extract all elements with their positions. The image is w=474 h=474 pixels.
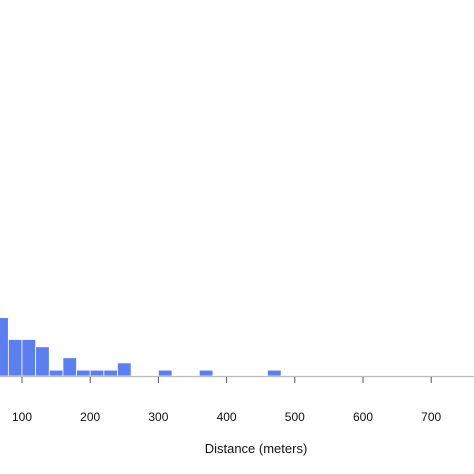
histogram-bar-7 [89, 369, 105, 377]
histogram-bar-12 [267, 369, 282, 377]
histogram-bar-0 [0, 317, 9, 377]
x-axis-ticks: 100 200 300 400 500 600 700 [12, 377, 442, 424]
histogram-bar-6 [76, 369, 91, 377]
histogram-bar-1 [7, 339, 23, 377]
x-tick-label-4: 500 [285, 410, 305, 424]
histogram-bar-4 [48, 369, 64, 377]
histogram-bar-9 [117, 362, 132, 377]
histogram-bar-2 [21, 339, 37, 377]
histogram-bar-5 [62, 357, 77, 377]
histogram-bars [0, 317, 282, 377]
x-tick-label-6: 700 [421, 410, 441, 424]
histogram-bar-8 [103, 369, 118, 377]
x-tick-label-1: 200 [80, 410, 100, 424]
x-tick-label-3: 400 [217, 410, 237, 424]
histogram-bar-10 [157, 369, 173, 377]
x-tick-label-0: 100 [12, 410, 32, 424]
histogram-bar-3 [35, 346, 50, 377]
x-tick-label-5: 600 [353, 410, 373, 424]
histogram-bar-11 [198, 369, 214, 377]
x-tick-label-2: 300 [148, 410, 168, 424]
x-axis-title: Distance (meters) [205, 441, 308, 456]
